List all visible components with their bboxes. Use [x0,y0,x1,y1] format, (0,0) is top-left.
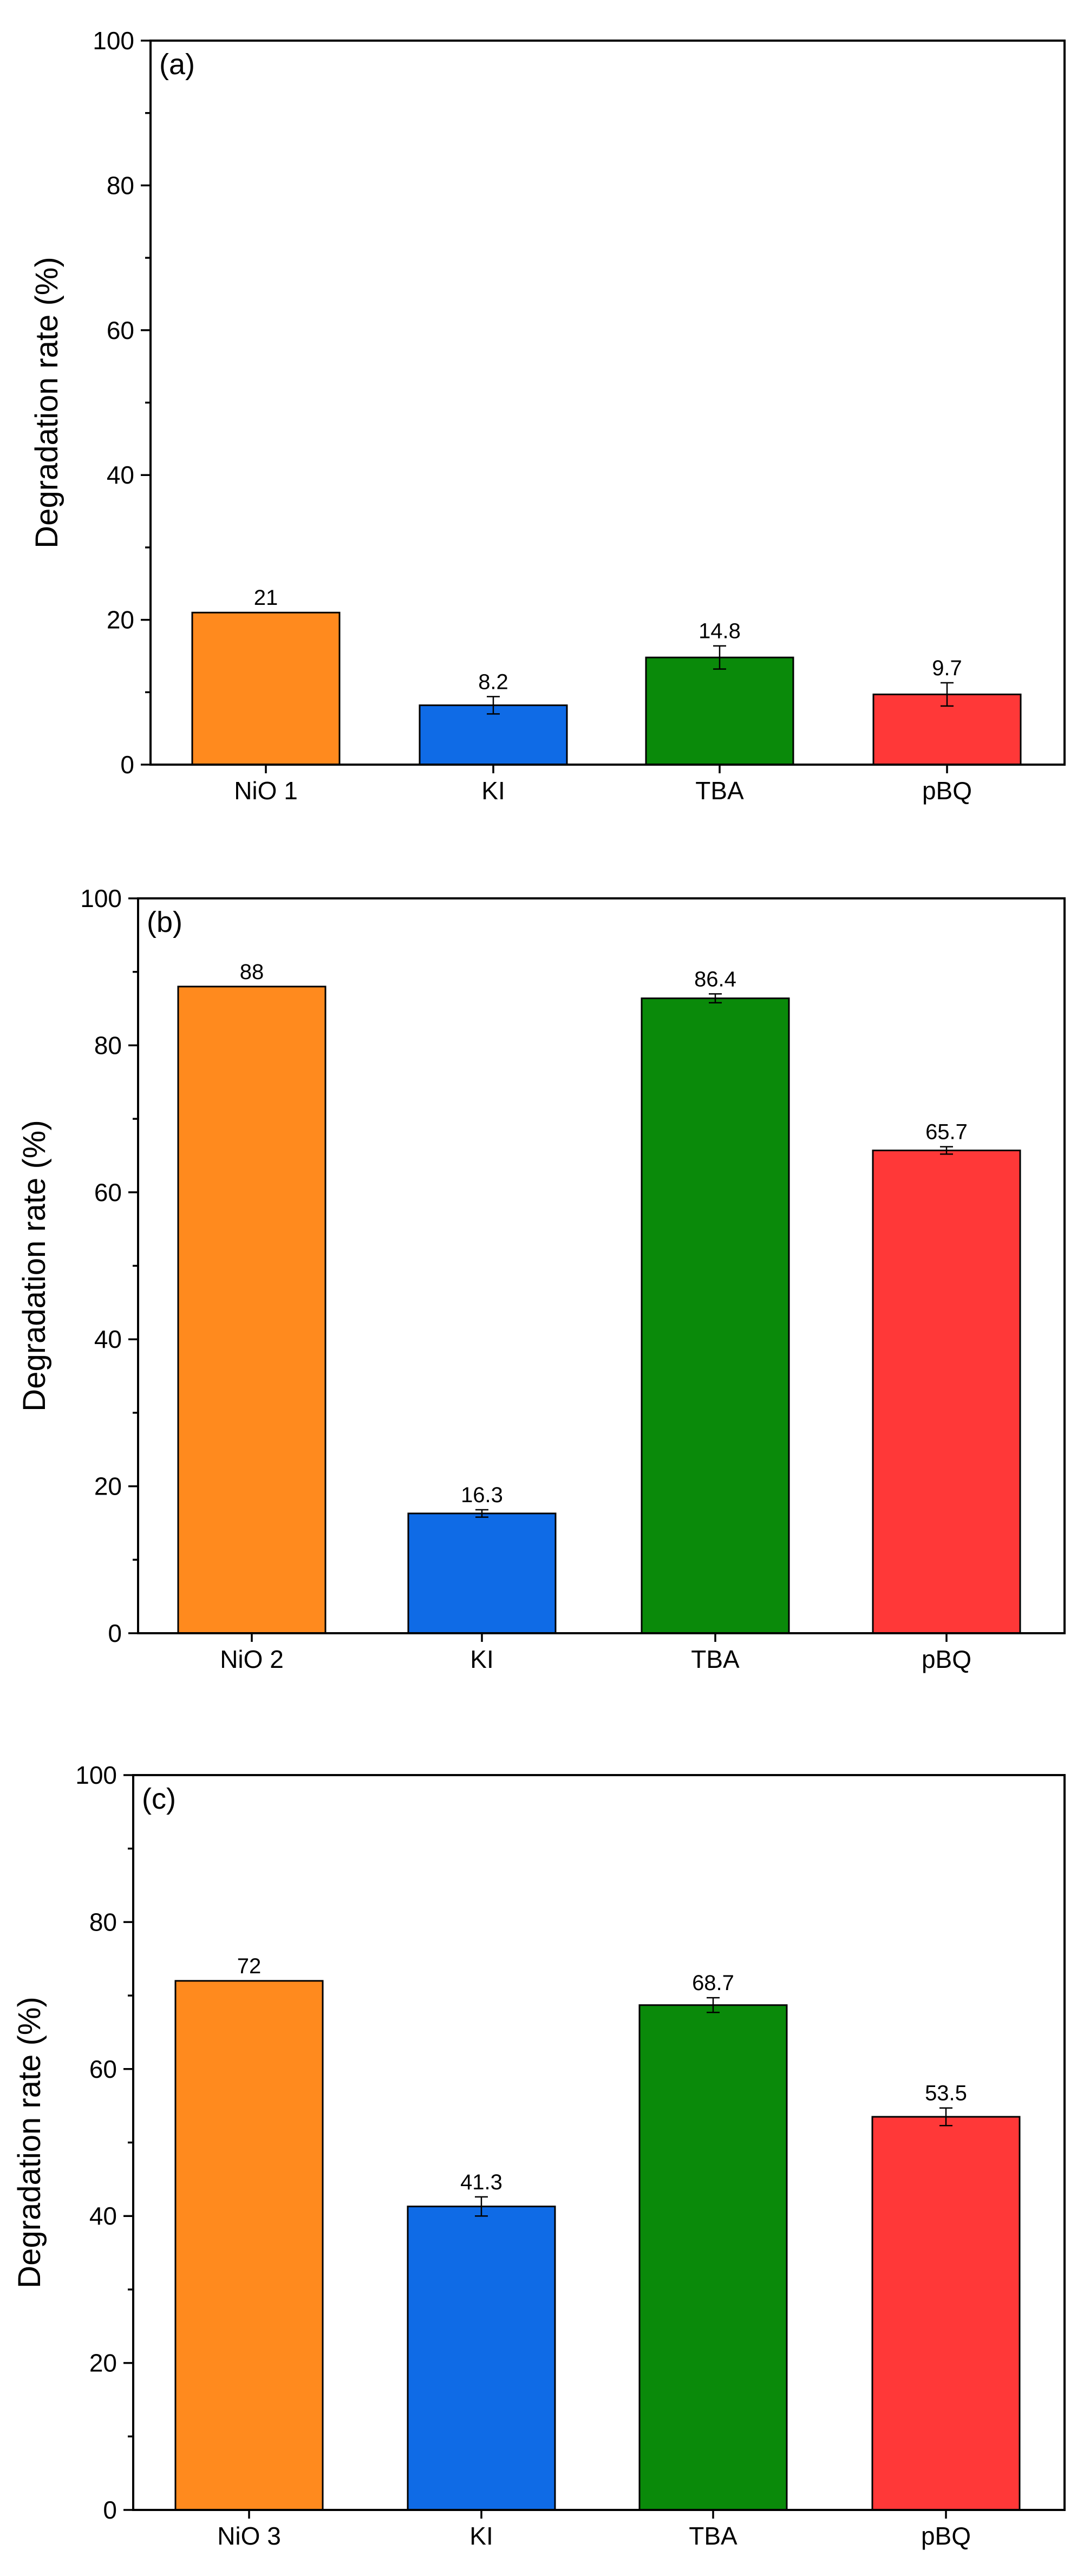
bar-nio-1 [191,611,341,766]
x-tick-label: TBA [689,2522,737,2550]
data-label: 53.5 [925,2082,967,2105]
y-axis-title: Degradation rate (%) [12,1997,47,2288]
y-tick-label: 40 [89,2202,117,2230]
y-tick-label: 20 [94,1472,122,1501]
bar-nio-3 [174,1980,324,2511]
chart-panel-b: 88 NiO 2 16.3 KI 86.4 TBA 65.7 pBQ 0 20 40 60 80 100 (… [17,884,1066,1673]
x-tick-label: KI [470,1645,493,1673]
data-label: 41.3 [460,2170,502,2194]
plot-frame [149,40,1066,766]
panel-label: (a) [159,48,195,81]
x-tick-label: KI [481,777,505,805]
data-label: 8.2 [478,670,508,694]
data-label: 14.8 [699,619,741,643]
y-tick-label: 80 [89,1908,117,1936]
data-label: 68.7 [692,1971,734,1995]
y-tick-label: 0 [103,2496,117,2524]
y-tick-label: 60 [94,1178,122,1207]
y-tick-label: 100 [75,1761,117,1789]
y-tick-label: 100 [80,884,122,912]
x-tick-label: NiO 1 [234,777,298,805]
y-tick-label: 60 [89,2055,117,2083]
data-label: 88 [240,960,264,984]
panel-label: (c) [142,1783,176,1815]
bar-ki [407,1512,557,1634]
y-tick-label: 80 [107,171,134,199]
y-tick-label: 20 [89,2349,117,2377]
plot-frame [132,1774,1066,2511]
x-tick-label: pBQ [921,2522,971,2550]
panel-label: (b) [147,906,182,938]
data-label: 9.7 [932,656,962,680]
x-tick-label: pBQ [922,1645,971,1673]
chart-panel-c: 72 NiO 3 41.3 KI 68.7 TBA 53.5 pBQ 0 20 40 60 80 100 (… [12,1761,1066,2550]
y-tick-label: 60 [107,316,134,344]
y-tick-label: 0 [120,751,134,779]
data-label: 21 [254,586,278,610]
x-tick-label: TBA [691,1645,740,1673]
bar-ki [407,2206,556,2511]
bar-tba [641,997,790,1634]
x-tick-label: pBQ [922,777,972,805]
y-tick-label: 40 [94,1325,122,1353]
y-tick-label: 100 [93,27,134,55]
x-tick-label: KI [469,2522,493,2550]
bar-nio-2 [177,986,327,1634]
y-axis-title: Degradation rate (%) [29,257,64,548]
data-label: 72 [237,1954,262,1978]
y-axis-title: Degradation rate (%) [17,1120,52,1411]
x-tick-label: NiO 3 [217,2522,281,2550]
bar-tba [638,2004,788,2511]
plot-frame [137,897,1066,1634]
y-tick-label: 80 [94,1031,122,1059]
bar-pbq [871,2116,1021,2511]
y-tick-label: 40 [107,461,134,489]
x-tick-label: TBA [695,777,744,805]
data-label: 65.7 [925,1120,968,1144]
bar-tba [645,656,794,766]
y-tick-label: 0 [108,1619,122,1647]
x-tick-label: NiO 2 [220,1645,284,1673]
data-label: 16.3 [461,1483,503,1507]
bar-pbq [872,1149,1021,1634]
data-label: 86.4 [694,967,736,991]
chart-panel-a: 21 NiO 1 8.2 KI 14.8 TBA 9.7 pBQ 0 20 40 60 80 100 (a)… [29,27,1066,805]
y-tick-label: 20 [107,606,134,634]
